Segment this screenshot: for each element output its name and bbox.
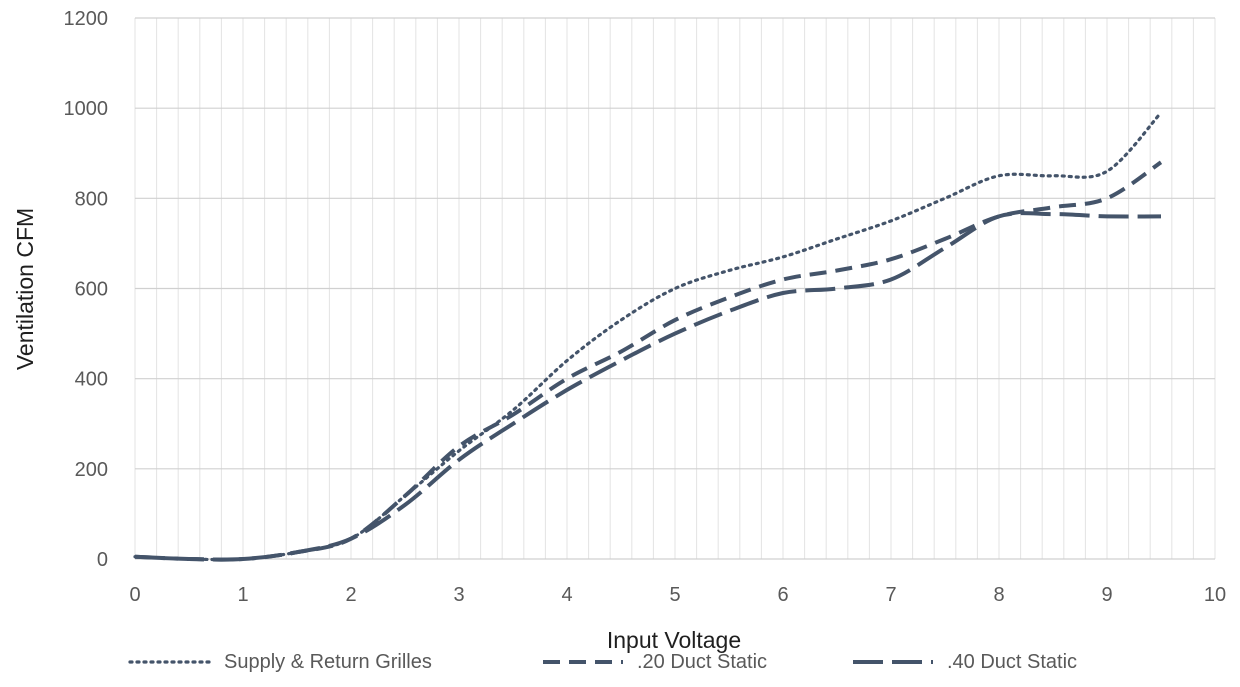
y-tick-label: 0	[97, 549, 108, 571]
x-tick-label: 2	[345, 584, 356, 606]
x-tick-label: 7	[885, 584, 896, 606]
major-gridlines	[135, 17, 1215, 560]
y-tick-label: 1000	[64, 98, 109, 120]
x-tick-label: 4	[561, 584, 572, 606]
legend-label-3: .40 Duct Static	[947, 651, 1077, 673]
y-axis-title: Ventilation CFM	[12, 208, 38, 370]
y-tick-label: 400	[75, 369, 108, 391]
legend-label-2: .20 Duct Static	[637, 651, 767, 673]
legend-label-1: Supply & Return Grilles	[224, 651, 432, 673]
series-line-3	[134, 211, 1162, 562]
x-tick-label: 0	[129, 584, 140, 606]
series-layer	[133, 111, 1163, 562]
y-tick-label: 200	[75, 459, 108, 481]
x-axis-ticks: 0 1 2 3 4 5 6 7 8 9 10	[129, 584, 1226, 606]
y-axis-ticks: 0 200 400 600 800 1000 1200	[64, 8, 109, 571]
x-axis-title: Input Voltage	[607, 627, 741, 653]
x-tick-label: 10	[1204, 584, 1226, 606]
series-line-2	[134, 160, 1163, 562]
x-tick-label: 9	[1101, 584, 1112, 606]
x-tick-label: 1	[237, 584, 248, 606]
y-tick-label: 800	[75, 188, 108, 210]
y-tick-label: 1200	[64, 8, 109, 30]
y-tick-label: 600	[75, 279, 108, 301]
x-tick-label: 5	[669, 584, 680, 606]
x-tick-label: 3	[453, 584, 464, 606]
x-tick-label: 8	[993, 584, 1004, 606]
x-tick-label: 6	[777, 584, 788, 606]
legend: Supply & Return Grilles .20 Duct Static .4…	[128, 651, 1077, 673]
